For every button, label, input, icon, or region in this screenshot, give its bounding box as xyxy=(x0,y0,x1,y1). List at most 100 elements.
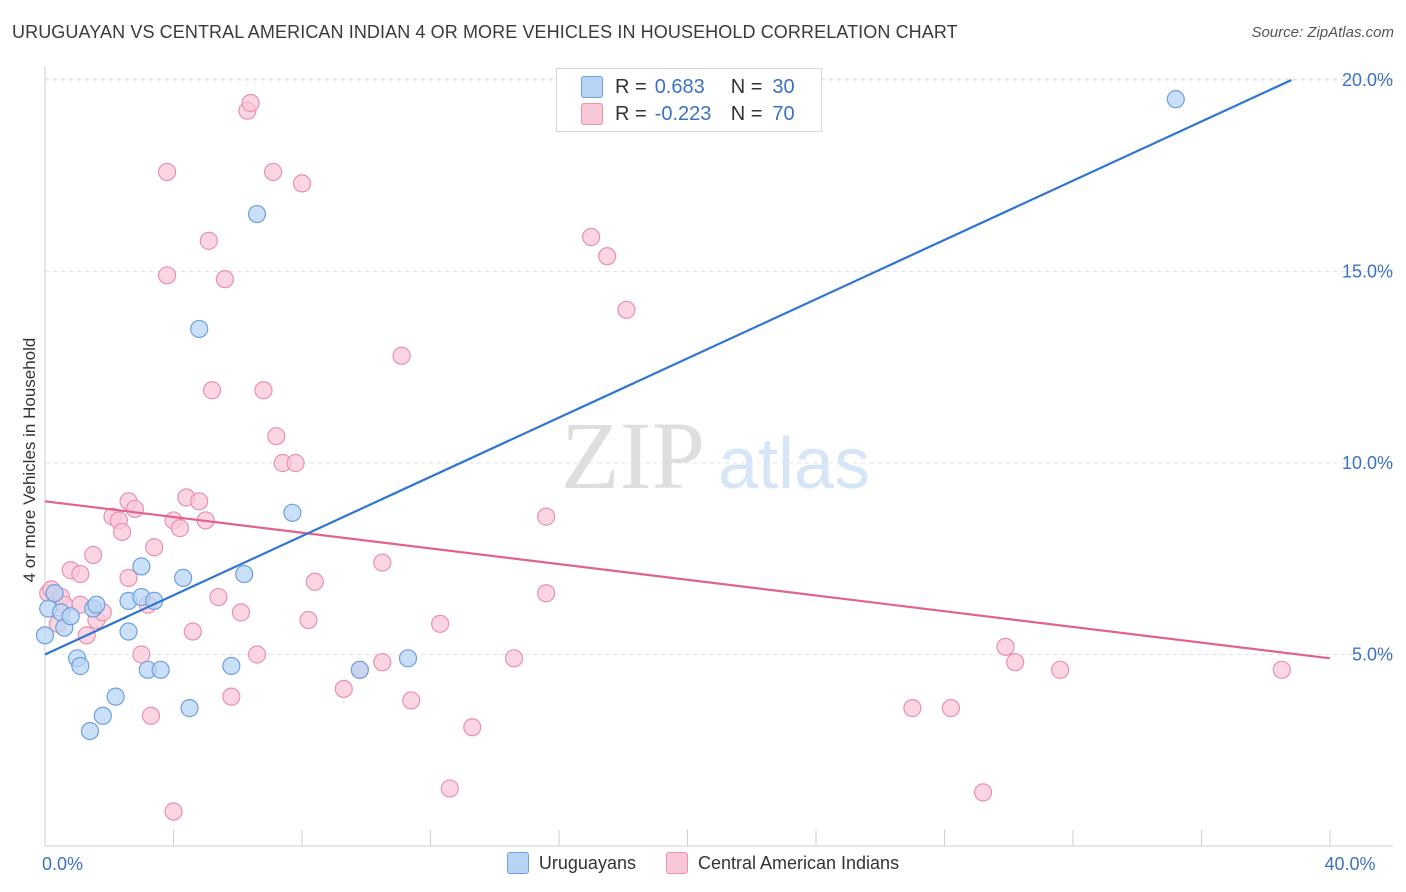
tick-labels: 5.0% 10.0% 15.0% 20.0% 0.0% 40.0% xyxy=(42,70,1393,874)
data-point-uruguayans xyxy=(45,584,64,603)
data-point-central-american-indians xyxy=(286,453,305,473)
data-point-central-american-indians xyxy=(392,346,411,365)
legend-swatch-pink xyxy=(581,103,603,125)
data-point-central-american-indians xyxy=(537,507,556,526)
data-point-central-american-indians xyxy=(112,522,132,542)
data-point-central-american-indians xyxy=(292,174,312,193)
trend-lines xyxy=(44,79,1331,660)
legend-label-central-american-indians: Central American Indians xyxy=(697,852,900,873)
x-tick-label: 0.0% xyxy=(42,854,83,874)
data-point-central-american-indians xyxy=(215,270,234,289)
data-point-central-american-indians xyxy=(299,610,318,630)
data-point-central-american-indians xyxy=(373,553,392,572)
data-point-central-american-indians xyxy=(157,162,177,182)
data-point-central-american-indians xyxy=(183,622,202,641)
data-point-central-american-indians xyxy=(598,247,617,266)
data-point-uruguayans xyxy=(222,656,241,676)
data-point-central-american-indians xyxy=(973,783,993,802)
data-point-central-american-indians xyxy=(164,802,183,821)
data-point-central-american-indians xyxy=(504,649,524,668)
data-point-uruguayans xyxy=(190,319,209,339)
data-point-uruguayans xyxy=(61,607,80,626)
axes xyxy=(44,66,1393,847)
data-point-uruguayans xyxy=(119,622,138,641)
watermark: ZIP atlas xyxy=(561,402,870,509)
source-label: Source: ZipAtlas.com xyxy=(1251,24,1394,41)
data-point-central-american-indians xyxy=(247,645,267,664)
data-point-central-american-indians xyxy=(305,572,324,591)
data-point-uruguayans xyxy=(151,660,170,679)
y-axis-label-wrap: 4 or more Vehicles in Household xyxy=(16,260,44,660)
legend-swatch-blue xyxy=(581,76,603,98)
legend-label-uruguayans: Uruguayans xyxy=(538,852,636,873)
data-point-central-american-indians xyxy=(190,492,209,511)
legend-n-label: N = xyxy=(730,75,763,98)
data-point-central-american-indians xyxy=(222,687,241,706)
data-point-uruguayans xyxy=(132,557,151,576)
trend-line-uruguayans xyxy=(44,79,1292,656)
data-point-uruguayans xyxy=(398,649,418,668)
data-point-central-american-indians xyxy=(231,603,251,622)
data-point-central-american-indians xyxy=(582,227,601,247)
watermark-zip: ZIP xyxy=(561,402,705,509)
data-point-central-american-indians xyxy=(941,699,961,718)
data-point-central-american-indians xyxy=(431,614,450,633)
data-point-central-american-indians xyxy=(440,779,459,798)
y-axis-label: 4 or more Vehicles in Household xyxy=(20,337,39,583)
data-point-central-american-indians xyxy=(267,427,286,446)
legend-n-label: N = xyxy=(730,102,763,125)
legend-row-central-american-indians: R = -0.223 N = 70 xyxy=(581,101,795,127)
y-tick-label: 10.0% xyxy=(1342,453,1393,473)
data-point-central-american-indians xyxy=(617,300,636,319)
data-point-uruguayans xyxy=(235,564,254,584)
legend-item-uruguayans: Uruguayans xyxy=(506,852,636,874)
legend-swatch-blue xyxy=(506,852,529,874)
data-point-central-american-indians xyxy=(373,653,392,672)
legend-r-value: -0.223 xyxy=(654,102,712,125)
legend-r-label: R = xyxy=(615,75,647,98)
chart-title: URUGUAYAN VS CENTRAL AMERICAN INDIAN 4 O… xyxy=(12,22,958,42)
data-point-central-american-indians xyxy=(241,93,260,113)
legend-n-value: 70 xyxy=(772,102,795,125)
data-point-central-american-indians xyxy=(170,519,190,538)
legend-r-value: 0.683 xyxy=(654,75,705,98)
data-point-uruguayans xyxy=(106,687,125,706)
trend-line-central-american-indians xyxy=(44,500,1331,660)
data-point-uruguayans xyxy=(174,568,193,588)
data-point-uruguayans xyxy=(350,660,369,679)
data-point-central-american-indians xyxy=(202,381,222,400)
data-point-central-american-indians xyxy=(209,587,228,607)
x-tick-label: 40.0% xyxy=(1324,854,1375,874)
y-tick-label: 20.0% xyxy=(1342,70,1393,90)
data-point-central-american-indians xyxy=(145,538,164,557)
data-point-central-american-indians xyxy=(199,231,218,250)
data-point-uruguayans xyxy=(80,721,100,741)
data-point-central-american-indians xyxy=(254,381,273,400)
data-point-uruguayans xyxy=(247,204,267,224)
data-point-uruguayans xyxy=(71,656,90,676)
data-point-central-american-indians xyxy=(71,564,90,584)
legend-n-value: 30 xyxy=(772,75,795,98)
data-point-central-american-indians xyxy=(334,679,353,699)
data-point-uruguayans xyxy=(35,626,55,645)
data-point-central-american-indians xyxy=(84,545,103,565)
data-point-uruguayans xyxy=(283,503,302,522)
series-legend: Uruguayans Central American Indians xyxy=(0,852,1406,874)
legend-swatch-pink xyxy=(665,852,688,874)
legend-item-central-american-indians: Central American Indians xyxy=(665,852,900,874)
data-point-central-american-indians xyxy=(1272,660,1291,679)
legend-row-uruguayans: R = 0.683 N = 30 xyxy=(581,74,795,100)
data-point-uruguayans xyxy=(93,706,112,725)
data-point-central-american-indians xyxy=(119,568,138,588)
data-point-central-american-indians xyxy=(157,266,177,285)
legend-r-label: R = xyxy=(615,102,647,125)
data-point-central-american-indians xyxy=(132,645,151,664)
data-point-central-american-indians xyxy=(141,706,161,725)
data-point-uruguayans xyxy=(180,699,199,718)
series-uruguayans xyxy=(35,90,1185,741)
data-point-central-american-indians xyxy=(1051,660,1070,679)
data-point-central-american-indians xyxy=(1006,653,1025,672)
watermark-atlas: atlas xyxy=(718,424,870,504)
data-point-central-american-indians xyxy=(402,691,421,710)
data-point-central-american-indians xyxy=(463,718,482,737)
